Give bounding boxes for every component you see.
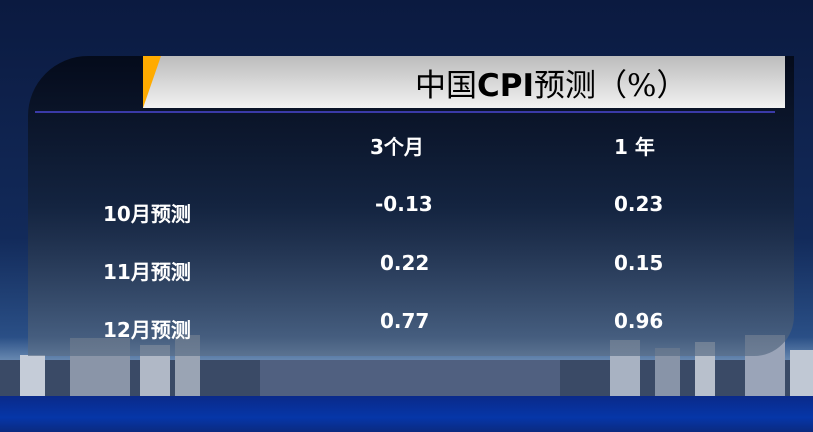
title-bar	[143, 56, 785, 108]
header-3-months: 3个月	[370, 135, 424, 159]
footer-band	[0, 396, 813, 432]
slide-title: 中国CPI预测（%）	[415, 60, 687, 105]
divider	[35, 111, 775, 113]
title-bold: CPI	[477, 68, 535, 104]
title-prefix: 中国	[415, 68, 477, 104]
row-label: 12月预测	[103, 318, 191, 342]
cell-1y: 0.15	[614, 251, 664, 275]
cell-3m: -0.13	[375, 192, 433, 216]
title-accent	[143, 56, 161, 108]
header-1-year: 1 年	[614, 135, 655, 159]
title-suffix: 预测（%）	[534, 68, 688, 104]
row-label: 11月预测	[103, 260, 191, 284]
row-label: 10月预测	[103, 202, 191, 226]
cell-3m: 0.22	[380, 251, 430, 275]
cell-1y: 0.96	[614, 309, 664, 333]
cell-1y: 0.23	[614, 192, 664, 216]
cell-3m: 0.77	[380, 309, 430, 333]
